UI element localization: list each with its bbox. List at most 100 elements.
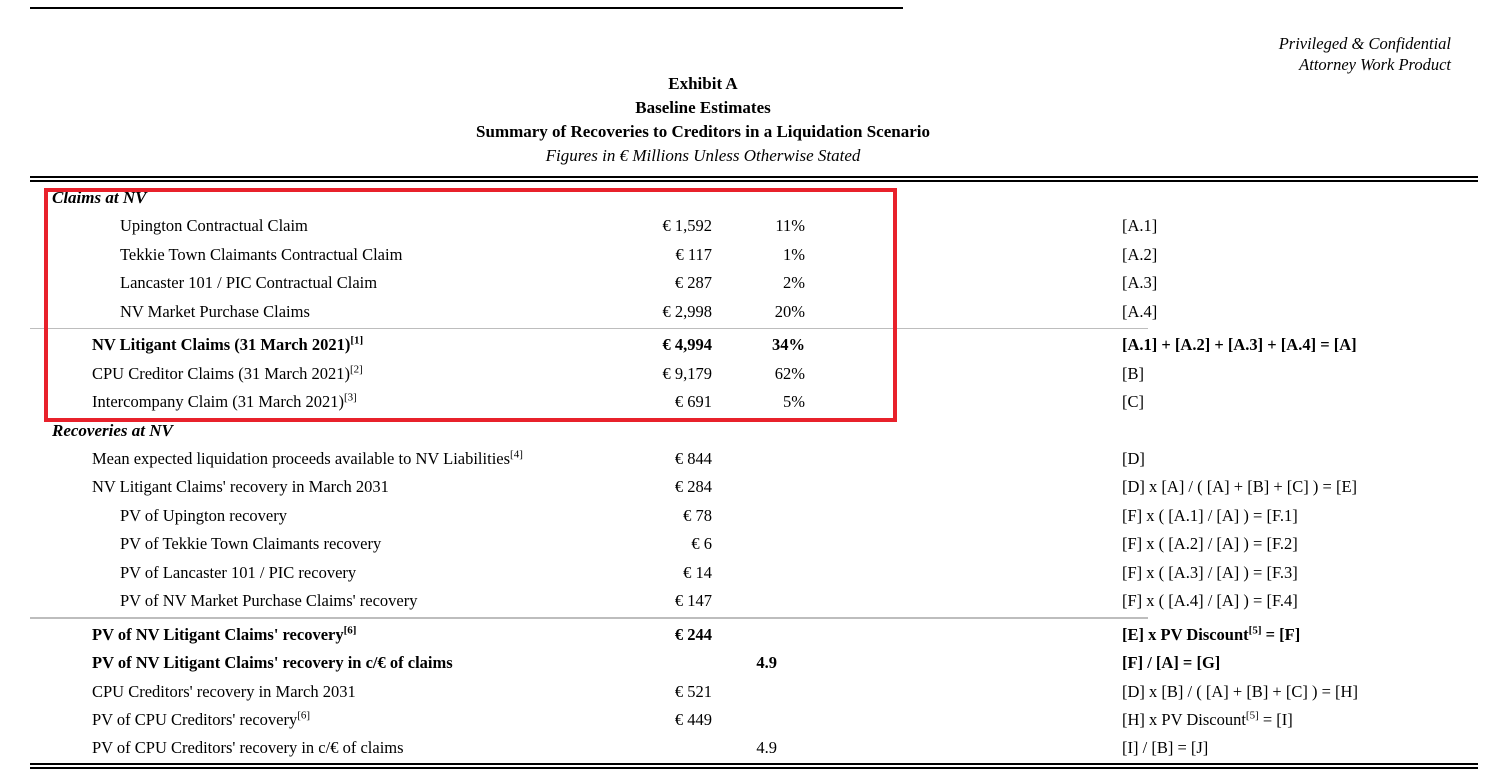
row-label: PV of NV Litigant Claims' recovery in c/… xyxy=(92,653,453,673)
row-percent: 1% xyxy=(783,244,805,264)
confidentiality-notice: Privileged & Confidential Attorney Work … xyxy=(1279,33,1451,75)
footnote-marker: [2] xyxy=(350,363,363,376)
row-percent: 4.9 xyxy=(756,738,777,758)
row-percent: 2% xyxy=(783,273,805,293)
row-formula: [D] x [B] / ( [A] + [B] + [C] ) = [H] xyxy=(1122,681,1358,701)
exhibit-description: Summary of Recoveries to Creditors in a … xyxy=(476,122,930,141)
row-label: PV of Tekkie Town Claimants recovery xyxy=(120,534,382,554)
table-row: CPU Creditors' recovery in March 2031 € 5… xyxy=(30,678,1478,706)
row-label: CPU Creditor Claims (31 March 2021)[2] xyxy=(92,363,363,383)
footnote-marker: [3] xyxy=(344,391,357,404)
section-header-row: Claims at NV xyxy=(30,184,1478,212)
table-row: PV of Upington recovery € 78 [F] x ( [A.1]… xyxy=(30,502,1478,530)
row-label: Recoveries at NV xyxy=(52,420,173,440)
row-formula: [D] xyxy=(1122,449,1145,469)
footnote-marker: [6] xyxy=(297,709,311,722)
row-percent: 20% xyxy=(774,301,805,321)
row-amount: € 9,179 xyxy=(662,363,713,383)
table-row: Intercompany Claim (31 March 2021)[3] € 6… xyxy=(30,388,1478,416)
row-formula: [F] x ( [A.2] / [A] ) = [F.2] xyxy=(1122,534,1298,554)
separator-line xyxy=(30,327,1148,330)
table-row: Tekkie Town Claimants Contractual Claim €… xyxy=(30,241,1478,269)
row-label: Intercompany Claim (31 March 2021)[3] xyxy=(92,391,357,412)
row-formula: [D] x [A] / ( [A] + [B] + [C] ) = [E] xyxy=(1122,477,1358,497)
footnote-marker: [4] xyxy=(510,448,523,461)
table-top-rule xyxy=(30,176,1478,182)
table-row: Lancaster 101 / PIC Contractual Claim € 2… xyxy=(30,269,1478,297)
row-amount: € 521 xyxy=(674,681,712,701)
table-row: Mean expected liquidation proceeds avail… xyxy=(30,445,1478,473)
recoveries-table: Claims at NV Upington Contractual Claim € … xyxy=(30,176,1478,769)
confidentiality-line-1: Privileged & Confidential xyxy=(1278,34,1451,53)
exhibit-title-block: Exhibit A Baseline Estimates Summary of … xyxy=(30,72,1376,168)
row-percent: 62% xyxy=(774,363,805,383)
row-label: PV of NV Market Purchase Claims' recover… xyxy=(120,590,418,610)
table-row: PV of NV Litigant Claims' recovery in c/… xyxy=(30,649,1478,677)
row-label: PV of CPU Creditors' recovery in c/€ of … xyxy=(92,738,404,758)
row-amount: € 147 xyxy=(674,590,712,610)
row-formula: [A.1] + [A.2] + [A.3] + [A.4] = [A] xyxy=(1122,335,1357,355)
row-amount: € 6 xyxy=(691,534,712,554)
footnote-marker: [5] xyxy=(1245,709,1259,722)
row-label: PV of Upington recovery xyxy=(120,505,287,525)
exhibit-subtitle: Baseline Estimates xyxy=(635,98,771,117)
footnote-marker: [5] xyxy=(1248,624,1262,637)
row-formula: [A.1] xyxy=(1122,216,1158,236)
row-label: PV of Lancaster 101 / PIC recovery xyxy=(120,562,357,582)
row-amount: € 14 xyxy=(683,562,712,582)
table-row: Upington Contractual Claim € 1,592 11% [A.1… xyxy=(30,212,1478,240)
row-formula: [F] x ( [A.1] / [A] ) = [F.1] xyxy=(1122,505,1298,525)
exhibit-title: Exhibit A xyxy=(668,74,738,93)
section-header-row: Recoveries at NV xyxy=(30,417,1478,445)
row-label: NV Litigant Claims (31 March 2021)[1] xyxy=(92,334,364,355)
table-row: PV of CPU Creditors' recovery in c/€ of … xyxy=(30,734,1478,762)
row-formula: [H] x PV Discount[5] = [I] xyxy=(1122,709,1293,730)
table-row: NV Litigant Claims (31 March 2021)[1] € 4… xyxy=(30,331,1478,359)
footnote-marker: [6] xyxy=(343,624,357,637)
table-row: PV of NV Market Purchase Claims' recover… xyxy=(30,587,1478,615)
row-label: PV of NV Litigant Claims' recovery[6] xyxy=(92,624,357,644)
units-note: Figures in € Millions Unless Otherwise S… xyxy=(545,146,861,165)
table-row: PV of NV Litigant Claims' recovery[6] € 2… xyxy=(30,621,1478,649)
row-label: Upington Contractual Claim xyxy=(120,216,308,236)
row-label: CPU Creditors' recovery in March 2031 xyxy=(92,681,356,701)
row-formula: [I] / [B] = [J] xyxy=(1122,738,1209,758)
row-formula: [F] x ( [A.3] / [A] ) = [F.3] xyxy=(1122,562,1298,582)
cropped-table-rule xyxy=(30,7,903,9)
row-formula: [A.3] xyxy=(1122,273,1158,293)
row-label: Lancaster 101 / PIC Contractual Claim xyxy=(120,273,378,293)
row-amount: € 4,994 xyxy=(662,335,713,355)
row-percent: 34% xyxy=(772,335,805,355)
table-row: PV of Tekkie Town Claimants recovery € 6 [… xyxy=(30,530,1478,558)
footnote-marker: [1] xyxy=(350,334,364,347)
row-amount: € 1,592 xyxy=(662,216,713,236)
row-amount: € 78 xyxy=(683,505,712,525)
row-formula: [F] / [A] = [G] xyxy=(1122,653,1221,673)
row-formula: [C] xyxy=(1122,392,1144,412)
row-amount: € 449 xyxy=(674,710,712,730)
row-amount: € 691 xyxy=(674,392,712,412)
table-row: PV of Lancaster 101 / PIC recovery € 14 [F… xyxy=(30,559,1478,587)
row-formula: [A.4] xyxy=(1122,301,1158,321)
row-amount: € 284 xyxy=(674,477,712,497)
row-amount: € 244 xyxy=(674,624,712,644)
row-formula: [B] xyxy=(1122,363,1144,383)
table-row: NV Litigant Claims' recovery in March 20… xyxy=(30,473,1478,501)
row-amount: € 2,998 xyxy=(662,301,713,321)
row-label: Tekkie Town Claimants Contractual Claim xyxy=(120,244,403,264)
row-formula: [E] x PV Discount[5] = [F] xyxy=(1122,624,1301,644)
row-percent: 4.9 xyxy=(756,653,777,673)
table-bottom-rule xyxy=(30,762,1478,769)
confidentiality-line-2: Attorney Work Product xyxy=(1299,55,1451,74)
table-row: CPU Creditor Claims (31 March 2021)[2] € … xyxy=(30,360,1478,388)
row-label: PV of CPU Creditors' recovery[6] xyxy=(92,709,311,730)
row-amount: € 117 xyxy=(675,244,712,264)
table-row: PV of CPU Creditors' recovery[6] € 449 [H]… xyxy=(30,706,1478,734)
table-rows: Claims at NV Upington Contractual Claim € … xyxy=(30,182,1478,763)
row-label: Claims at NV xyxy=(52,188,147,207)
row-formula: [F] x ( [A.4] / [A] ) = [F.4] xyxy=(1122,590,1298,610)
separator-line xyxy=(30,617,1148,619)
row-label: NV Market Purchase Claims xyxy=(120,301,310,321)
row-percent: 11% xyxy=(775,216,805,236)
